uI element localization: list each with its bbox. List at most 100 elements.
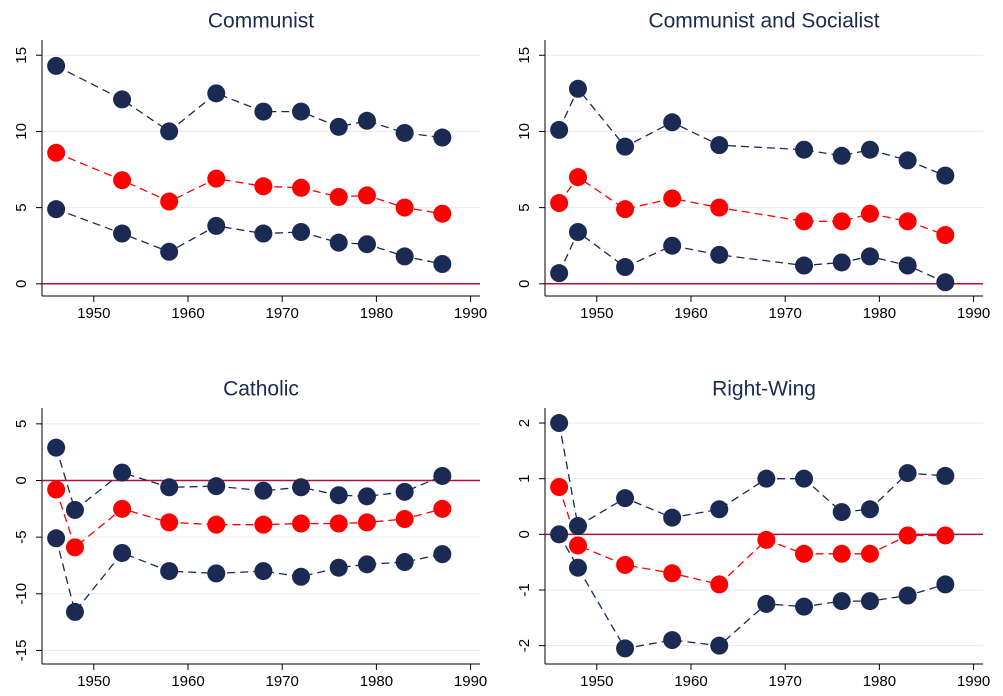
point — [160, 122, 179, 141]
point — [357, 513, 376, 532]
point — [395, 198, 414, 217]
point — [568, 516, 587, 535]
point — [113, 499, 132, 518]
x-tick-label: 1980 — [863, 305, 896, 322]
point — [550, 478, 569, 497]
series-line — [558, 422, 946, 528]
y-tick-label: 15 — [516, 47, 533, 64]
point — [757, 594, 776, 613]
point — [832, 544, 851, 563]
y-tick-label: 10 — [516, 123, 533, 140]
series-line — [55, 65, 443, 139]
point — [329, 233, 348, 252]
point — [832, 146, 851, 165]
point — [292, 567, 311, 586]
point — [160, 242, 179, 261]
point — [568, 79, 587, 98]
point — [47, 143, 66, 162]
point — [113, 90, 132, 109]
point — [616, 137, 635, 156]
y-tick-label: 2 — [516, 419, 533, 427]
point — [898, 464, 917, 483]
x-tick-label: 1990 — [957, 673, 990, 690]
point — [710, 245, 729, 264]
point — [433, 545, 452, 564]
point — [860, 247, 879, 266]
point — [795, 212, 814, 231]
point — [795, 140, 814, 159]
y-tick-label: 5 — [516, 203, 533, 211]
point — [550, 525, 569, 544]
point — [395, 553, 414, 572]
point — [568, 168, 587, 187]
point — [329, 514, 348, 533]
x-tick-label: 1990 — [454, 673, 487, 690]
point — [357, 111, 376, 130]
point — [329, 187, 348, 206]
point — [47, 480, 66, 499]
point — [113, 543, 132, 562]
point — [254, 515, 273, 534]
y-tick-label: 5 — [13, 420, 30, 428]
point — [329, 117, 348, 136]
point — [207, 515, 226, 534]
point — [616, 555, 635, 574]
chart-title: Catholic — [223, 378, 299, 401]
x-tick-label: 1970 — [769, 305, 802, 322]
x-tick-label: 1950 — [580, 305, 613, 322]
chart-title: Communist and Socialist — [648, 10, 879, 33]
point — [550, 194, 569, 213]
point — [47, 200, 66, 219]
point — [329, 558, 348, 577]
point — [65, 602, 84, 621]
point — [757, 530, 776, 549]
series-line — [558, 87, 946, 177]
point — [832, 212, 851, 231]
x-tick-label: 1990 — [454, 305, 487, 322]
point — [550, 120, 569, 139]
chart-title: Right-Wing — [712, 378, 816, 401]
point — [832, 503, 851, 522]
point — [433, 466, 452, 485]
point — [254, 224, 273, 243]
x-tick-label: 1970 — [266, 673, 299, 690]
point — [860, 140, 879, 159]
series-line — [558, 534, 946, 650]
y-tick-label: -5 — [13, 530, 30, 543]
point — [207, 564, 226, 583]
x-tick-label: 1960 — [674, 673, 707, 690]
point — [936, 273, 955, 292]
point — [936, 575, 955, 594]
point — [357, 487, 376, 506]
point — [710, 575, 729, 594]
x-tick-label: 1970 — [266, 305, 299, 322]
point — [254, 102, 273, 121]
series-line — [558, 230, 946, 283]
x-tick-label: 1980 — [360, 305, 393, 322]
point — [207, 216, 226, 235]
point — [207, 84, 226, 103]
point — [207, 169, 226, 188]
series-line — [55, 447, 443, 512]
point — [395, 123, 414, 142]
point — [113, 171, 132, 190]
point — [898, 151, 917, 170]
y-tick-label: 15 — [13, 47, 30, 64]
point — [254, 562, 273, 581]
point — [395, 510, 414, 529]
point — [616, 258, 635, 277]
point — [832, 253, 851, 272]
x-tick-label: 1950 — [580, 673, 613, 690]
point — [710, 136, 729, 155]
chart-title: Communist — [208, 10, 314, 33]
x-tick-label: 1980 — [863, 673, 896, 690]
y-tick-label: 0 — [13, 476, 30, 484]
point — [936, 226, 955, 245]
point — [860, 204, 879, 223]
y-tick-label: -1 — [516, 583, 533, 596]
point — [65, 538, 84, 557]
point — [663, 113, 682, 132]
point — [395, 482, 414, 501]
point — [898, 586, 917, 605]
x-tick-label: 1990 — [957, 305, 990, 322]
